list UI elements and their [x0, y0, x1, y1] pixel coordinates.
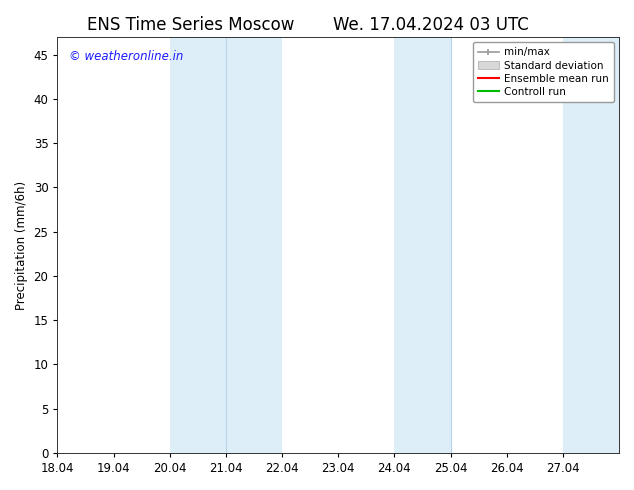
Text: ENS Time Series Moscow: ENS Time Series Moscow	[86, 16, 294, 34]
Bar	[170, 37, 282, 453]
Text: © weatheronline.in: © weatheronline.in	[68, 49, 183, 63]
Y-axis label: Precipitation (mm/6h): Precipitation (mm/6h)	[15, 180, 28, 310]
Bar	[394, 37, 451, 453]
Legend: min/max, Standard deviation, Ensemble mean run, Controll run: min/max, Standard deviation, Ensemble me…	[472, 42, 614, 102]
Bar	[563, 37, 619, 453]
Text: We. 17.04.2024 03 UTC: We. 17.04.2024 03 UTC	[333, 16, 529, 34]
